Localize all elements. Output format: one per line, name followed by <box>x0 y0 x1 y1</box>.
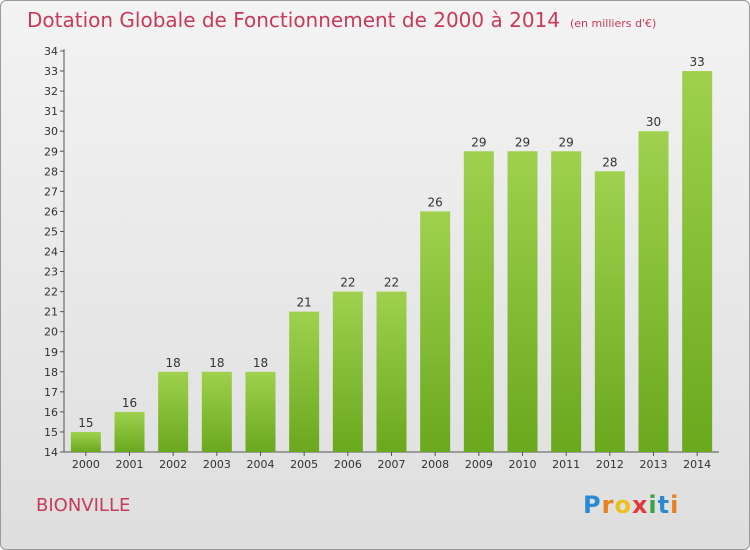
bar-value-label: 29 <box>471 135 486 149</box>
bar <box>463 151 494 452</box>
y-tick-label: 23 <box>44 266 58 279</box>
bar-value-label: 26 <box>428 195 443 209</box>
logo-letter: o <box>614 491 632 519</box>
x-tick-label: 2005 <box>290 458 318 471</box>
x-tick-label: 2012 <box>596 458 624 471</box>
bar-value-label: 29 <box>559 135 574 149</box>
bar-value-label: 15 <box>78 416 93 430</box>
y-tick-label: 14 <box>44 446 58 459</box>
y-tick-label: 18 <box>44 366 58 379</box>
bar-value-label: 33 <box>690 55 705 69</box>
x-tick-label: 2009 <box>465 458 493 471</box>
logo-letter: i <box>648 491 658 519</box>
y-tick-label: 19 <box>44 346 58 359</box>
chart-title: Dotation Globale de Fonctionnement de 20… <box>27 8 560 32</box>
bar <box>420 211 451 452</box>
commune-name: BIONVILLE <box>36 495 131 516</box>
x-tick-label: 2004 <box>247 458 275 471</box>
logo-letter: r <box>601 491 615 519</box>
bar <box>594 171 625 453</box>
x-tick-label: 2013 <box>640 458 668 471</box>
bar <box>201 371 232 452</box>
bar <box>332 291 363 452</box>
logo-letter: P <box>583 491 602 519</box>
logo-letter: t <box>657 491 671 519</box>
y-tick-label: 17 <box>44 386 58 399</box>
y-tick-label: 22 <box>44 286 58 299</box>
x-tick-label: 2011 <box>552 458 580 471</box>
x-tick-label: 2006 <box>334 458 362 471</box>
chart-title-block: Dotation Globale de Fonctionnement de 20… <box>27 8 656 32</box>
y-tick-label: 34 <box>44 45 58 58</box>
y-tick-label: 31 <box>44 105 58 118</box>
x-tick-label: 2014 <box>683 458 711 471</box>
y-tick-label: 29 <box>44 145 58 158</box>
bar-value-label: 22 <box>340 276 355 290</box>
y-tick-label: 26 <box>44 205 58 218</box>
y-tick-label: 33 <box>44 65 58 78</box>
bar-value-label: 21 <box>297 296 312 310</box>
x-tick-label: 2000 <box>72 458 100 471</box>
bar-value-label: 18 <box>253 356 268 370</box>
bar <box>376 291 407 452</box>
x-tick-label: 2008 <box>421 458 449 471</box>
bar <box>289 311 320 452</box>
bar <box>114 411 145 452</box>
x-tick-label: 2001 <box>116 458 144 471</box>
bar <box>682 71 713 453</box>
y-tick-label: 15 <box>44 426 58 439</box>
bar-value-label: 28 <box>602 155 617 169</box>
y-tick-label: 21 <box>44 306 58 319</box>
logo-letter: i <box>670 491 680 519</box>
y-tick-label: 30 <box>44 125 58 138</box>
bar <box>638 131 669 452</box>
proxiti-logo: Proxiti <box>583 491 679 519</box>
bar-value-label: 18 <box>166 356 181 370</box>
y-tick-label: 16 <box>44 406 58 419</box>
bar <box>245 371 276 452</box>
bar-value-label: 29 <box>515 135 530 149</box>
bar-value-label: 16 <box>122 396 137 410</box>
x-tick-label: 2010 <box>509 458 537 471</box>
bar <box>158 371 189 452</box>
logo-letter: x <box>631 491 649 519</box>
x-tick-label: 2003 <box>203 458 231 471</box>
bar <box>507 151 538 452</box>
bar <box>551 151 582 452</box>
chart-subtitle: (en milliers d'€) <box>570 17 657 30</box>
x-tick-label: 2007 <box>378 458 406 471</box>
y-tick-label: 25 <box>44 225 58 238</box>
y-tick-label: 32 <box>44 85 58 98</box>
bar <box>70 431 101 452</box>
y-tick-label: 20 <box>44 326 58 339</box>
bar-value-label: 18 <box>209 356 224 370</box>
x-tick-label: 2002 <box>159 458 187 471</box>
y-tick-label: 28 <box>44 165 58 178</box>
y-tick-label: 27 <box>44 185 58 198</box>
bar-value-label: 22 <box>384 276 399 290</box>
y-tick-label: 24 <box>44 246 58 259</box>
bar-value-label: 30 <box>646 115 661 129</box>
